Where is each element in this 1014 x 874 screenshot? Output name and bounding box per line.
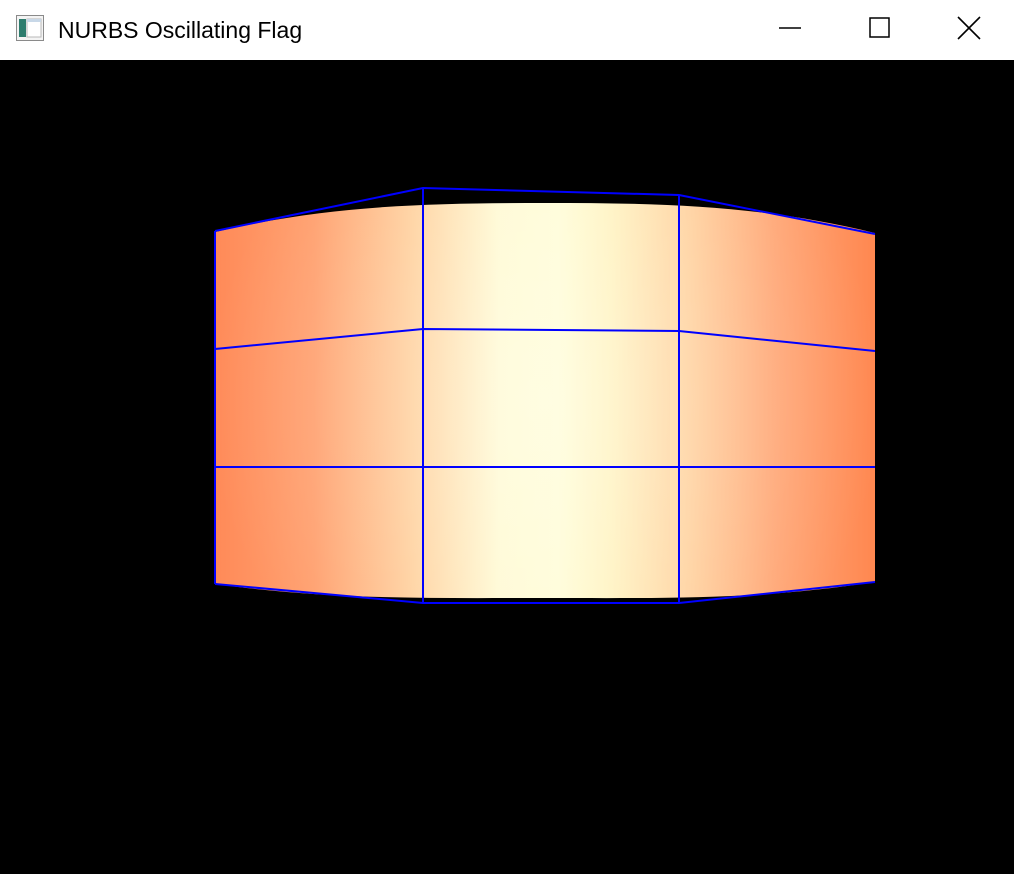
control-row (214, 327, 876, 352)
maximize-button[interactable] (835, 0, 925, 60)
close-icon (956, 15, 982, 46)
title-bar[interactable]: NURBS Oscillating Flag (0, 0, 1014, 60)
nurbs-scene (214, 186, 876, 604)
minimize-icon (778, 16, 802, 45)
minimize-button[interactable] (745, 0, 835, 60)
control-row (214, 186, 876, 235)
maximize-icon (868, 16, 892, 45)
app-window-icon (16, 15, 44, 41)
close-button[interactable] (924, 0, 1014, 60)
opengl-render-canvas[interactable] (0, 60, 1014, 874)
control-polygon (214, 186, 876, 604)
nurbs-flag-highlight (215, 203, 875, 599)
window-title: NURBS Oscillating Flag (58, 17, 303, 43)
control-row (214, 581, 876, 604)
